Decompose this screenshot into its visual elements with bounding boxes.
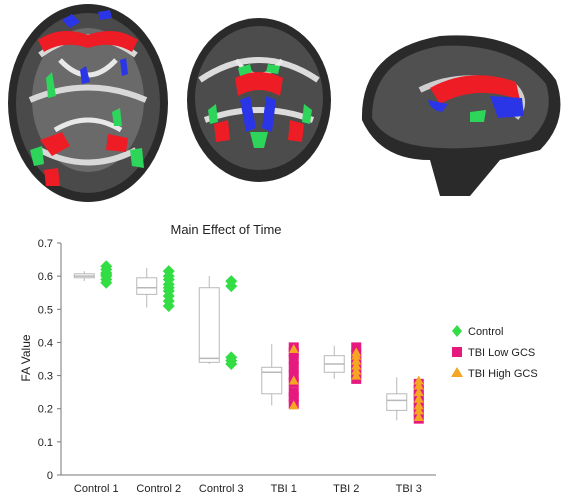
- box-iqr: [386, 393, 408, 411]
- data-point-tbi-high: [288, 400, 299, 410]
- data-point-tbi-high: [351, 370, 362, 380]
- data-point-tbi-high: [413, 387, 424, 397]
- legend-marker-control: [452, 325, 462, 337]
- y-axis-ticks: 0 0.1 0.2 0.3 0.4 0.5 0.6 0.7: [38, 238, 61, 482]
- data-point-tbi-high: [413, 375, 424, 385]
- x-tick-label: TBI 1: [271, 483, 297, 495]
- data-point-tbi-high: [351, 360, 362, 370]
- y-tick-label: 0.1: [38, 437, 53, 449]
- data-point-tbi-high: [413, 400, 424, 410]
- y-tick-label: 0.5: [38, 304, 53, 316]
- sagittal-brain-slice: [345, 20, 571, 205]
- y-tick-label: 0: [47, 470, 53, 482]
- y-tick-label: 0.6: [38, 271, 53, 283]
- data-point-tbi-high: [288, 375, 299, 385]
- data-point-control: [225, 351, 238, 364]
- data-point-tbi-high: [413, 405, 424, 415]
- data-point-tbi-low: [288, 354, 299, 364]
- legend-marker-tbi-low: [452, 347, 462, 357]
- boxes-layer: [73, 267, 408, 421]
- legend: Control TBI Low GCS TBI High GCS: [451, 325, 538, 380]
- y-tick-label: 0.4: [38, 337, 53, 349]
- x-tick-label: Control 2: [136, 483, 181, 495]
- data-point-tbi-high: [351, 355, 362, 365]
- data-point-tbi-high: [413, 380, 424, 390]
- x-tick-label: TBI 2: [333, 483, 359, 495]
- points-layer: [100, 260, 424, 424]
- coronal-brain-slice: [182, 10, 337, 200]
- data-point-tbi-low: [288, 362, 299, 373]
- data-point-tbi-high: [413, 393, 424, 403]
- data-point-control: [100, 260, 113, 273]
- data-point-tbi-high: [288, 344, 299, 354]
- legend-label-tbi-high: TBI High GCS: [468, 368, 538, 380]
- legend-label-tbi-low: TBI Low GCS: [468, 347, 535, 359]
- x-tick-label: Control 3: [199, 483, 244, 495]
- box-iqr: [261, 366, 283, 395]
- axial-brain-slice: [0, 0, 175, 205]
- data-point-control: [162, 265, 175, 278]
- box-iqr: [198, 287, 220, 363]
- data-point-tbi-low: [288, 387, 299, 398]
- y-tick-label: 0.3: [38, 371, 53, 383]
- data-point-tbi-high: [351, 365, 362, 375]
- legend-marker-tbi-high: [451, 367, 463, 377]
- y-axis-label: FA Value: [19, 334, 33, 381]
- legend-label-control: Control: [468, 326, 503, 338]
- x-tick-label: TBI 3: [396, 483, 422, 495]
- y-tick-label: 0.2: [38, 404, 53, 416]
- chart-title: Main Effect of Time: [170, 222, 281, 237]
- y-tick-label: 0.7: [38, 238, 53, 250]
- x-axis-ticks: Control 1 Control 2 Control 3 TBI 1 TBI 2 TBI…: [74, 483, 422, 495]
- data-point-control: [225, 275, 238, 288]
- x-tick-label: Control 1: [74, 483, 119, 495]
- data-point-tbi-high: [413, 412, 424, 421]
- box-iqr: [136, 277, 158, 295]
- box-plot-chart: Main Effect of Time FA Value 00.10.20.30…: [19, 222, 538, 495]
- data-point-tbi-high: [351, 347, 362, 357]
